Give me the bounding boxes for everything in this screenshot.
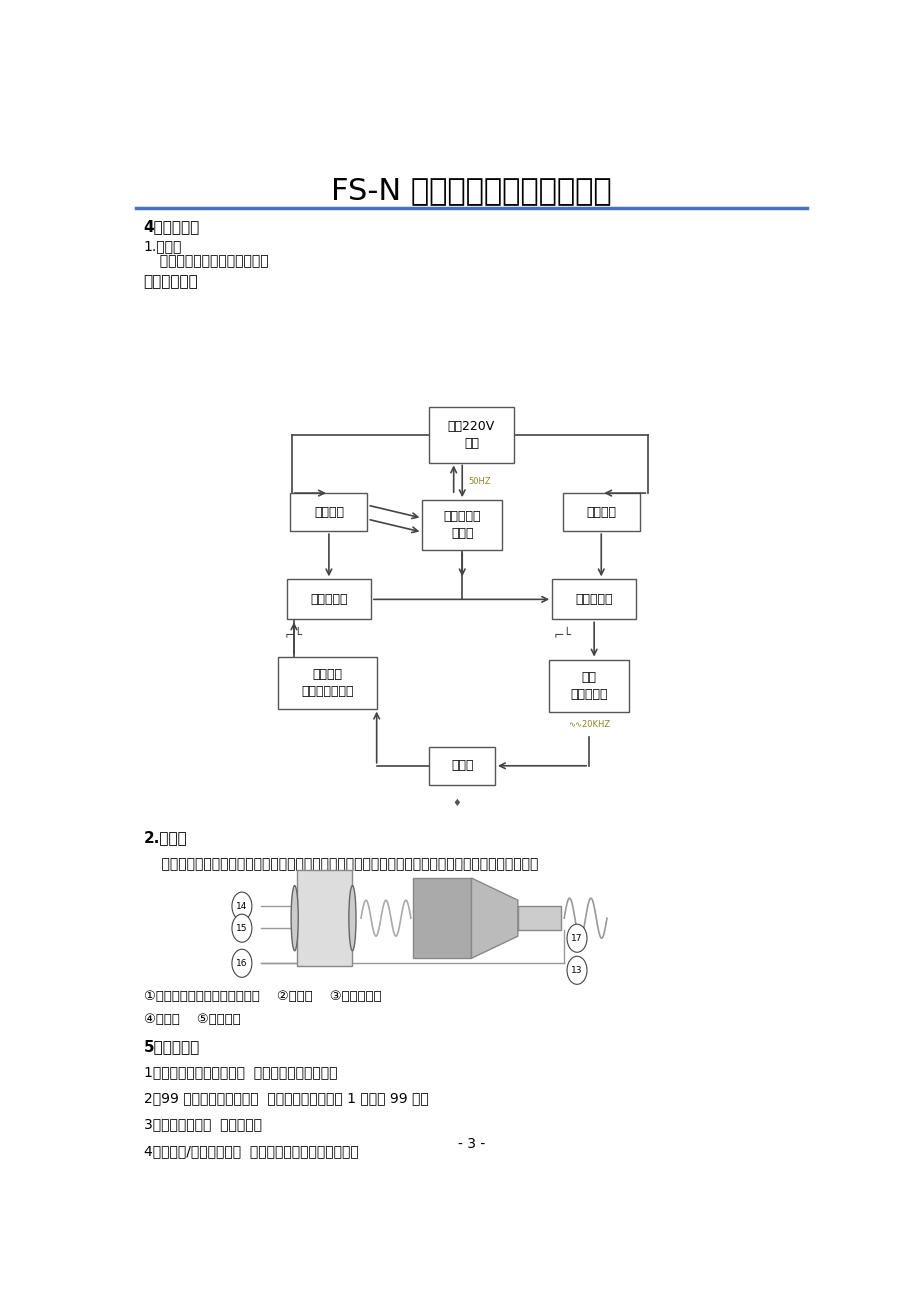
Ellipse shape [348,885,356,950]
Text: ♦: ♦ [451,798,460,807]
Ellipse shape [290,885,298,950]
Text: 高频振荡器: 高频振荡器 [310,592,347,605]
Text: 16: 16 [236,958,247,967]
Text: 1.发生器: 1.发生器 [143,240,182,254]
Text: 2.换能器: 2.换能器 [143,831,187,845]
Bar [429,408,513,462]
Text: 所采用的压力换能器是夹心单螺钉结构，不同型号和功率的换能器配用不同规格和数量的电压陶瓷片。: 所采用的压力换能器是夹心单螺钉结构，不同型号和功率的换能器配用不同规格和数量的电… [143,857,538,871]
Bar [551,579,636,620]
Text: ①高压强度换能器专用紧固螺丝    ②电极片    ③电压陶瓷片: ①高压强度换能器专用紧固螺丝 ②电极片 ③电压陶瓷片 [143,990,380,1003]
Text: ④变幅杆    ⑤连接螺丝: ④变幅杆 ⑤连接螺丝 [143,1013,240,1026]
Text: 4．独立开/关脉冲定时器  确保高强度处理温度敏感样品: 4．独立开/关脉冲定时器 确保高强度处理温度敏感样品 [143,1143,357,1157]
Bar [278,656,376,708]
Bar [422,500,502,551]
Bar [413,878,471,958]
Text: 15: 15 [236,923,247,932]
Text: - 3 -: - 3 - [458,1137,484,1151]
Text: 4、电气原理: 4、电气原理 [143,219,199,234]
Circle shape [232,949,252,978]
Text: 隔离
输出匹配器: 隔离 输出匹配器 [570,671,607,700]
Text: 13: 13 [571,966,582,975]
Bar [287,579,370,620]
Text: FS-N 系列数字化超声波处理器: FS-N 系列数字化超声波处理器 [331,176,611,204]
Text: ⌐└: ⌐└ [553,628,571,641]
Text: 超声电路结构: 超声电路结构 [143,273,199,289]
Circle shape [232,914,252,943]
Text: 本发生器的原理方框示意图：: 本发生器的原理方框示意图： [151,254,268,268]
Text: 14: 14 [236,902,247,910]
Text: 17: 17 [571,934,582,943]
Bar [517,906,560,930]
Circle shape [566,924,586,952]
Text: 3．工作时间显示  呈累计状态: 3．工作时间显示 呈累计状态 [143,1117,261,1131]
Text: 50HZ: 50HZ [468,477,490,486]
Text: 功率放大器: 功率放大器 [574,592,612,605]
Text: 2．99 小时过程控制定时器  控制总工作时间：从 1 秒钟到 99 小时: 2．99 小时过程控制定时器 控制总工作时间：从 1 秒钟到 99 小时 [143,1091,428,1105]
Bar [297,870,352,966]
Circle shape [566,956,586,984]
Text: 1．自动谐振点和功率控制  无需经常手动调节能量: 1．自动谐振点和功率控制 无需经常手动调节能量 [143,1065,336,1079]
Bar [429,747,494,785]
Text: 交流220V
电源: 交流220V 电源 [448,421,494,450]
Text: ∿∿20KHZ: ∿∿20KHZ [567,720,609,729]
Bar [290,493,367,531]
Text: 桥式整流: 桥式整流 [585,505,616,518]
Bar [549,660,629,712]
Text: 换能器: 换能器 [450,759,473,772]
Text: 时间与脉冲
控制器: 时间与脉冲 控制器 [443,510,481,540]
Text: ⌐└: ⌐└ [285,628,302,641]
Polygon shape [471,878,517,958]
Bar [562,493,639,531]
Circle shape [232,892,252,921]
Text: 5、产品特点: 5、产品特点 [143,1039,199,1055]
Text: 低压电源: 低压电源 [313,505,344,518]
Text: 信号反馈
与频率跟踪电路: 信号反馈 与频率跟踪电路 [301,668,353,698]
